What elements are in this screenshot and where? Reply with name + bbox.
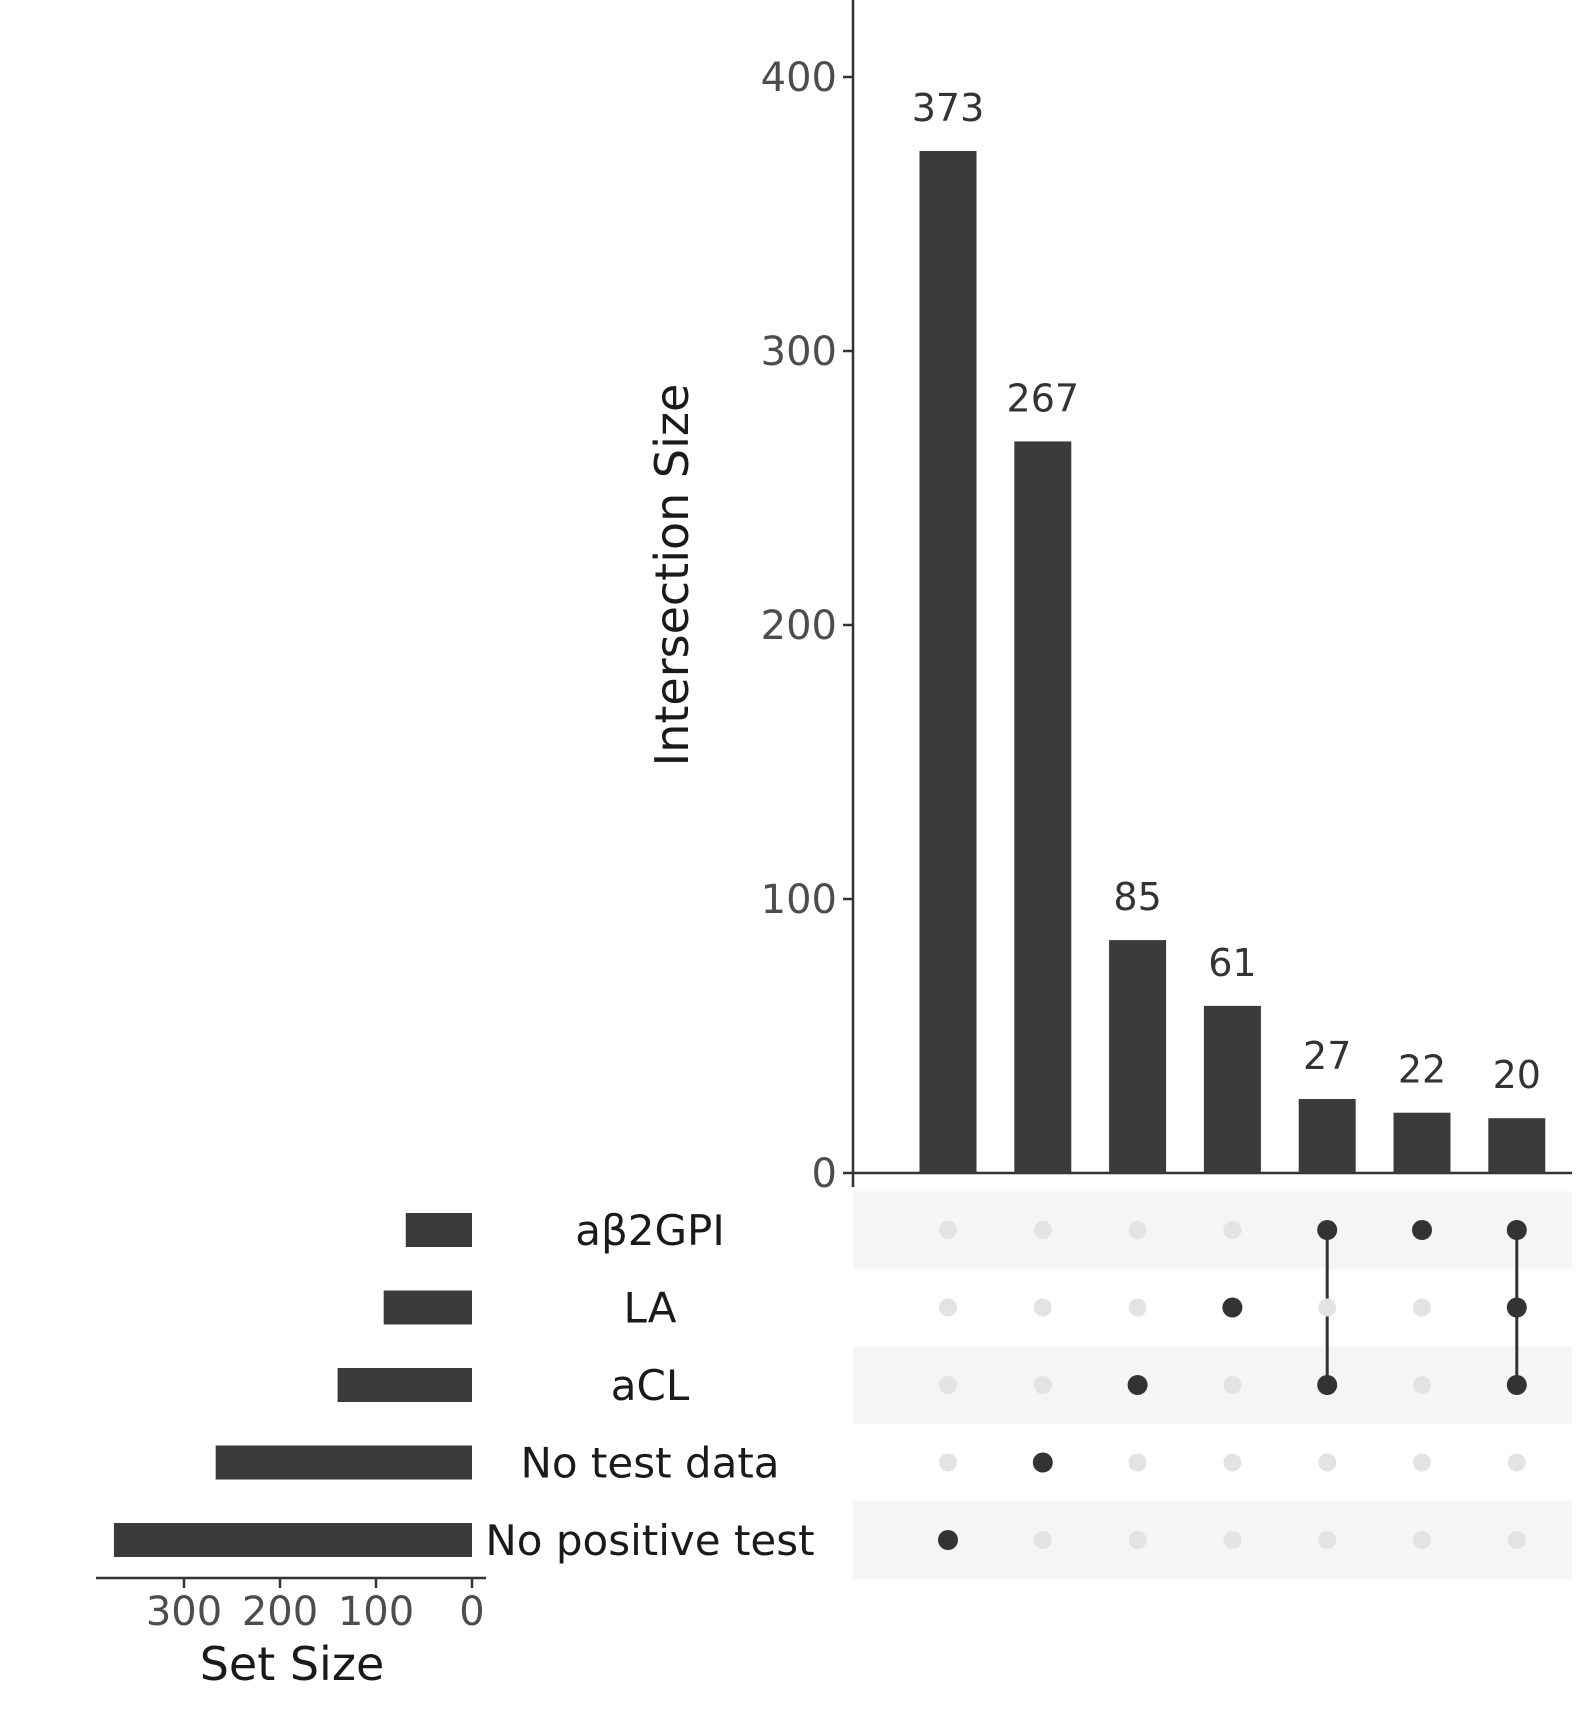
intersection-bar xyxy=(1393,1112,1451,1173)
intersection-bar-value: 267 xyxy=(1007,376,1080,420)
matrix-dot-inactive xyxy=(1507,1531,1526,1549)
matrix-dot-inactive xyxy=(939,1221,957,1239)
intersection-axis: Intersection Size 0 100 200 300 400 xyxy=(645,0,1572,1197)
y-tick-label: 400 xyxy=(761,55,837,101)
intersection-bar-value: 22 xyxy=(1398,1048,1446,1092)
matrix-dot-active xyxy=(1506,1375,1527,1395)
matrix-dot-inactive xyxy=(1223,1453,1242,1472)
intersection-bar-value: 20 xyxy=(1493,1053,1541,1097)
intersection-bar xyxy=(919,150,977,1174)
set-size-tick-label: 300 xyxy=(146,1589,222,1635)
set-size-bar xyxy=(113,1523,473,1557)
set-name-label: aβ2GPI xyxy=(575,1206,725,1255)
matrix-dot-active xyxy=(1222,1297,1243,1318)
intersection-bar xyxy=(1488,1118,1546,1173)
set-size-axis-title: Set Size xyxy=(200,1637,385,1691)
matrix-dot-active xyxy=(1317,1375,1338,1395)
matrix-dot-inactive xyxy=(1318,1453,1337,1472)
set-size-plot: Set Size aβ2GPI LA aCL No test data No posit… xyxy=(96,1206,815,1691)
set-size-bar xyxy=(215,1445,472,1480)
matrix-stripes xyxy=(853,1191,1572,1579)
set-size-bar xyxy=(383,1290,472,1325)
matrix-dot-inactive xyxy=(1318,1531,1337,1549)
matrix-dot-active xyxy=(1032,1452,1053,1473)
matrix-dot-inactive xyxy=(1413,1376,1431,1394)
intersection-bar-value: 27 xyxy=(1303,1034,1351,1078)
matrix-dot-inactive xyxy=(1033,1531,1052,1549)
set-name-label: No test data xyxy=(520,1439,779,1488)
matrix-dot-active xyxy=(1506,1297,1527,1318)
matrix-dot-active xyxy=(1127,1375,1148,1395)
y-tick-label: 100 xyxy=(761,877,837,923)
intersection-bar xyxy=(1298,1099,1356,1173)
intersection-bar xyxy=(1203,1005,1261,1173)
matrix-dot-active xyxy=(1317,1220,1338,1240)
matrix-stripe xyxy=(853,1346,1572,1424)
matrix-dot-inactive xyxy=(1033,1221,1052,1239)
matrix-dot-inactive xyxy=(1413,1453,1431,1472)
matrix-dot-inactive xyxy=(1128,1221,1147,1239)
matrix-dot-inactive xyxy=(1128,1531,1147,1549)
matrix-dot-inactive xyxy=(1128,1298,1147,1317)
matrix-dot-inactive xyxy=(939,1376,957,1394)
matrix-dot-inactive xyxy=(1033,1298,1052,1317)
intersection-bar xyxy=(1109,940,1167,1173)
set-size-bar xyxy=(405,1213,472,1247)
intersection-bar-value: 61 xyxy=(1208,941,1256,985)
y-tick-label: 300 xyxy=(761,329,837,375)
intersection-bar-value: 85 xyxy=(1113,875,1161,919)
matrix-dot-inactive xyxy=(939,1298,957,1317)
matrix-dot-inactive xyxy=(1413,1531,1431,1549)
matrix-dot-active xyxy=(1506,1220,1527,1240)
y-tick-label: 200 xyxy=(761,603,837,649)
set-size-bar xyxy=(337,1368,472,1402)
matrix-stripe xyxy=(853,1501,1572,1579)
matrix-dot-inactive xyxy=(1318,1298,1337,1317)
matrix-dot-inactive xyxy=(1223,1531,1242,1549)
set-name-label: LA xyxy=(623,1284,676,1333)
set-name-label: No positive test xyxy=(485,1516,814,1565)
matrix-dot-active xyxy=(938,1530,958,1550)
matrix-dot-inactive xyxy=(1223,1376,1242,1394)
matrix-dot-inactive xyxy=(1413,1298,1431,1317)
y-tick-label: 0 xyxy=(812,1151,837,1197)
set-size-tick-label: 0 xyxy=(459,1589,484,1635)
set-name-label: aCL xyxy=(611,1361,690,1410)
set-size-tick-label: 100 xyxy=(338,1589,414,1635)
intersection-matrix xyxy=(938,1220,1527,1550)
y-axis-title: Intersection Size xyxy=(645,384,699,767)
matrix-dot-active xyxy=(1412,1220,1432,1240)
matrix-dot-inactive xyxy=(1223,1221,1242,1239)
matrix-dot-inactive xyxy=(1507,1453,1526,1472)
matrix-dot-inactive xyxy=(1128,1453,1147,1472)
set-size-tick-label: 200 xyxy=(242,1589,318,1635)
matrix-dot-inactive xyxy=(939,1453,957,1472)
intersection-bar xyxy=(1014,441,1072,1173)
matrix-dot-inactive xyxy=(1033,1376,1052,1394)
intersection-bars: 373 267 85 61 27 22 20 xyxy=(912,86,1546,1174)
intersection-bar-value: 373 xyxy=(912,86,985,130)
matrix-stripe xyxy=(853,1191,1572,1269)
